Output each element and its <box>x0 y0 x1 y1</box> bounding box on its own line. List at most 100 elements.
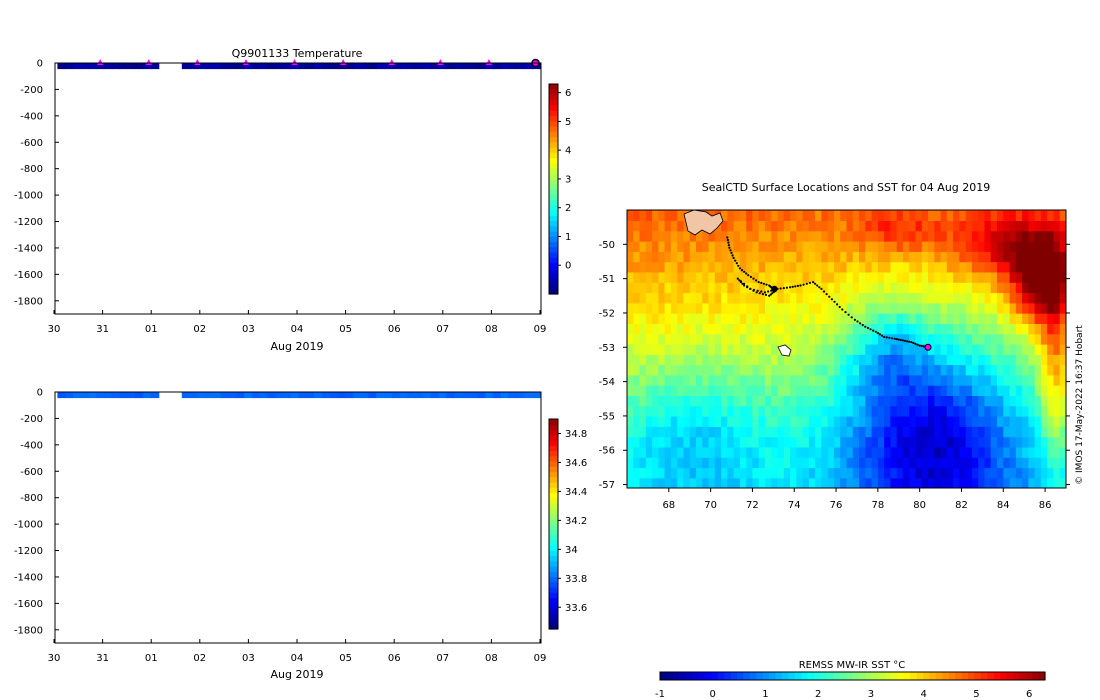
sst-cell <box>714 415 722 427</box>
section-cell <box>330 334 339 340</box>
section-cell <box>454 47 463 53</box>
sst-cell <box>689 457 697 469</box>
section-cell <box>361 244 370 250</box>
section-cell <box>104 392 113 399</box>
sst-cell <box>645 323 653 335</box>
section-cell <box>120 292 129 298</box>
sst-cell <box>639 385 647 396</box>
section-cell <box>508 63 517 70</box>
section-cell <box>532 297 541 303</box>
section-cell <box>431 0 440 6</box>
section-cell <box>306 286 315 292</box>
section-cell <box>143 42 152 48</box>
section-cell <box>244 239 253 245</box>
section-cell <box>73 265 82 271</box>
section-cell <box>439 271 448 277</box>
section-cell <box>431 31 440 37</box>
section-cell <box>337 360 346 366</box>
section-cell <box>532 339 541 345</box>
sst-cell <box>727 457 735 469</box>
section-cell <box>57 355 66 361</box>
sst-cell <box>658 333 666 345</box>
sst-cell <box>696 261 703 273</box>
sst-cell <box>783 302 791 314</box>
section-cell <box>524 350 533 356</box>
section-cell <box>260 234 269 240</box>
section-cell <box>353 181 362 187</box>
sst-cell <box>689 302 697 314</box>
sst-cell <box>721 395 729 407</box>
section-cell <box>244 381 253 387</box>
section-cell <box>431 371 440 377</box>
section-cell <box>112 286 121 292</box>
section-cell <box>57 360 66 366</box>
section-cell <box>532 308 541 314</box>
section-cell <box>400 255 409 261</box>
section-cell <box>190 52 199 58</box>
section-cell <box>81 318 90 324</box>
sst-cell <box>639 220 647 232</box>
section-cell <box>127 244 136 250</box>
section-cell <box>400 302 409 308</box>
section-cell <box>89 5 98 11</box>
section-cell <box>96 31 105 37</box>
sst-cell <box>633 240 641 252</box>
sst-cell <box>752 220 760 232</box>
section-cell <box>213 265 222 271</box>
section-cell <box>267 249 276 255</box>
sst-cell <box>733 292 741 304</box>
sst-cell <box>708 210 716 211</box>
section-cell <box>182 276 191 282</box>
section-cell <box>407 308 416 314</box>
section-cell <box>283 223 292 229</box>
section-cell <box>89 202 98 208</box>
sst-cell <box>683 333 691 345</box>
section-cell <box>400 376 409 382</box>
section-cell <box>345 376 354 382</box>
section-cell <box>244 350 253 356</box>
section-cell <box>400 366 409 372</box>
section-cell <box>260 260 269 266</box>
section-cell <box>57 31 66 37</box>
section-cell <box>532 31 541 37</box>
section-cell <box>384 234 393 240</box>
section-cell <box>407 63 416 70</box>
section-cell <box>221 323 230 329</box>
section-cell <box>228 63 238 70</box>
section-cell <box>120 329 129 335</box>
section-cell <box>337 228 346 234</box>
section-cell <box>197 292 206 298</box>
section-cell <box>73 392 82 399</box>
section-cell <box>493 286 502 292</box>
section-cell <box>244 392 253 399</box>
sst-cell <box>771 446 779 458</box>
section-cell <box>120 255 129 261</box>
section-cell <box>260 355 269 361</box>
section-cell <box>431 355 440 361</box>
sst-cell <box>639 333 647 345</box>
sst-cell <box>727 210 735 211</box>
section-cell <box>267 366 276 372</box>
section-cell <box>322 21 331 27</box>
section-cell <box>213 271 222 277</box>
section-cell <box>236 239 245 245</box>
section-cell <box>492 63 502 70</box>
sst-cell <box>733 210 741 211</box>
section-cell <box>213 323 222 329</box>
section-cell <box>384 276 393 282</box>
section-cell <box>501 244 510 250</box>
section-cell <box>120 0 129 6</box>
sst-cell <box>752 405 760 417</box>
section-cell <box>112 366 121 372</box>
sst-cell <box>752 385 760 396</box>
section-cell <box>89 344 98 350</box>
section-cell <box>508 381 517 387</box>
section-cell <box>439 276 448 282</box>
temperature-plot: Q9901133 Temperature 0-200-400-600-800-1… <box>14 0 571 353</box>
section-cell <box>322 302 331 308</box>
section-cell <box>213 37 222 43</box>
section-cell <box>532 350 541 356</box>
sst-cell <box>771 436 779 448</box>
sst-cell <box>746 343 754 355</box>
section-cell <box>345 21 354 27</box>
